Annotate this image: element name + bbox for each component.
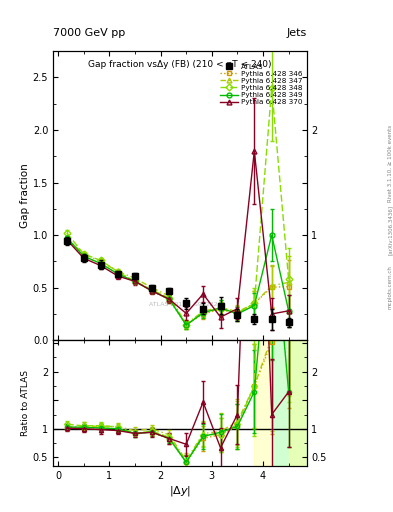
Text: Gap fraction vsΔy (FB) (210 < pT < 240): Gap fraction vsΔy (FB) (210 < pT < 240) [88,60,272,69]
Bar [254,340,272,466]
Text: Jets: Jets [286,28,307,38]
Text: [arXiv:1306.3436]: [arXiv:1306.3436] [387,205,392,255]
X-axis label: $|\Delta y|$: $|\Delta y|$ [169,483,191,498]
Text: mcplots.cern.ch: mcplots.cern.ch [387,265,392,309]
Legend: ATLAS, Pythia 6.428 346, Pythia 6.428 347, Pythia 6.428 348, Pythia 6.428 349, P: ATLAS, Pythia 6.428 346, Pythia 6.428 34… [220,63,303,105]
Y-axis label: Ratio to ATLAS: Ratio to ATLAS [21,370,30,436]
Text: ATLAS 2011    S9128204: ATLAS 2011 S9128204 [149,302,226,307]
Y-axis label: Gap fraction: Gap fraction [20,163,30,228]
Text: 7000 GeV pp: 7000 GeV pp [53,28,125,38]
Bar [272,340,307,466]
Bar [288,340,307,466]
Text: Rivet 3.1.10, ≥ 100k events: Rivet 3.1.10, ≥ 100k events [387,125,392,202]
